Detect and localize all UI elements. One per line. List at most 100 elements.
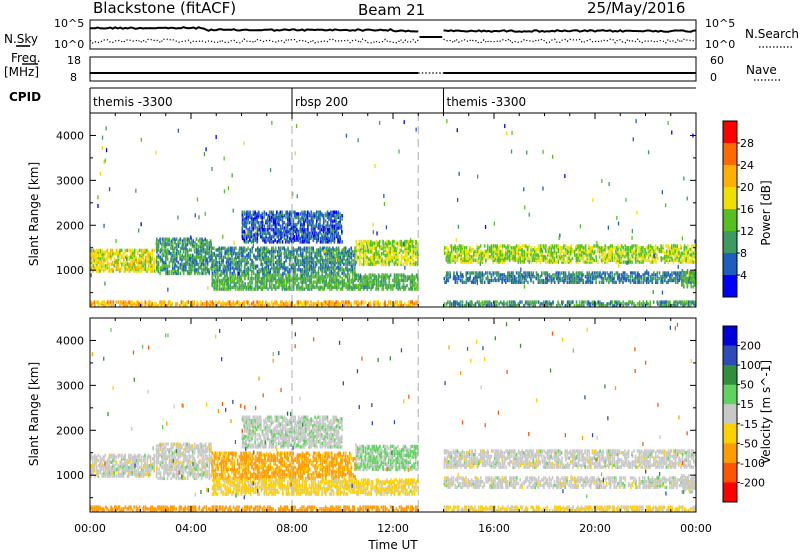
data-cell xyxy=(258,211,260,214)
data-cell xyxy=(251,230,253,233)
data-cell xyxy=(363,240,365,243)
data-cell xyxy=(323,300,325,303)
data-cell xyxy=(312,257,314,260)
data-cell xyxy=(239,268,241,271)
data-cell xyxy=(228,254,230,257)
data-cell xyxy=(107,261,109,264)
data-cell xyxy=(534,253,536,256)
nsearch-label: N.Search xyxy=(745,27,799,41)
data-cell xyxy=(626,302,628,305)
data-cell xyxy=(312,232,314,235)
data-cell xyxy=(225,250,227,253)
data-cell xyxy=(491,279,493,282)
data-cell xyxy=(503,273,505,276)
data-cell xyxy=(330,228,332,231)
data-cell xyxy=(329,257,331,260)
data-cell xyxy=(323,286,325,289)
data-cell xyxy=(152,264,154,267)
data-cell xyxy=(525,271,527,274)
data-cell xyxy=(251,277,253,280)
data-cell xyxy=(528,252,530,255)
data-cell xyxy=(351,268,353,271)
data-cell xyxy=(176,252,178,255)
data-cell xyxy=(134,302,136,305)
data-cell xyxy=(201,266,203,269)
data-cell xyxy=(125,261,127,264)
data-cell xyxy=(296,284,298,287)
data-cell xyxy=(405,275,407,278)
data-cell xyxy=(390,247,392,250)
data-cell xyxy=(121,300,123,303)
data-cell xyxy=(592,300,594,303)
data-cell xyxy=(158,243,160,246)
data-cell xyxy=(327,265,329,268)
data-cell xyxy=(123,256,125,259)
data-cell xyxy=(361,263,363,266)
data-cell xyxy=(473,271,475,274)
data-cell xyxy=(284,233,286,236)
data-cell xyxy=(326,247,328,250)
data-cell xyxy=(169,300,171,303)
data-cell xyxy=(189,248,191,251)
data-cell xyxy=(464,246,466,249)
data-cell xyxy=(382,240,384,243)
data-cell xyxy=(226,273,228,276)
data-cell xyxy=(357,249,359,252)
data-cell xyxy=(507,244,509,247)
data-cell xyxy=(451,302,453,305)
data-cell xyxy=(136,266,138,269)
data-cell xyxy=(493,244,495,247)
data-cell xyxy=(361,284,363,287)
data-cell xyxy=(289,273,291,276)
data-cell xyxy=(500,300,502,303)
data-cell xyxy=(210,300,212,303)
data-cell xyxy=(386,257,388,260)
data-cell xyxy=(167,243,169,246)
data-cell xyxy=(408,257,410,260)
data-cell xyxy=(471,281,473,284)
data-cell xyxy=(260,214,262,217)
data-cell xyxy=(114,257,116,260)
data-cell xyxy=(447,300,449,303)
data-cell xyxy=(223,256,225,259)
data-cell xyxy=(285,230,287,233)
data-cell xyxy=(260,257,262,260)
data-cell xyxy=(536,253,538,256)
data-cell xyxy=(484,300,486,303)
data-cell xyxy=(356,261,358,264)
data-cell xyxy=(329,279,331,282)
nsearch-trace xyxy=(90,39,696,43)
data-cell xyxy=(305,268,307,271)
data-cell xyxy=(401,286,403,289)
data-cell xyxy=(238,263,240,266)
data-cell xyxy=(684,255,686,258)
data-cell xyxy=(664,300,666,303)
data-cell xyxy=(320,240,322,243)
data-cell xyxy=(283,221,285,224)
data-cell xyxy=(188,254,190,257)
data-cell xyxy=(249,221,251,224)
data-cell xyxy=(273,247,275,250)
data-cell xyxy=(251,302,253,305)
data-cell xyxy=(263,237,265,240)
data-cell xyxy=(264,280,266,283)
data-cell xyxy=(392,279,394,282)
data-cell xyxy=(583,273,585,276)
data-cell xyxy=(278,277,280,280)
data-cell xyxy=(134,259,136,262)
data-cell xyxy=(263,225,265,228)
data-cell xyxy=(359,240,361,243)
data-cell xyxy=(477,250,479,253)
data-cell xyxy=(350,256,352,259)
data-cell xyxy=(273,259,275,262)
data-cell xyxy=(328,218,330,221)
data-cell xyxy=(304,270,306,273)
data-cell xyxy=(597,300,599,303)
data-cell xyxy=(271,273,273,276)
data-cell xyxy=(208,256,210,259)
data-cell xyxy=(415,256,417,259)
data-cell xyxy=(282,263,284,266)
data-cell xyxy=(275,284,277,287)
data-cell xyxy=(409,249,411,252)
data-cell xyxy=(222,265,224,268)
